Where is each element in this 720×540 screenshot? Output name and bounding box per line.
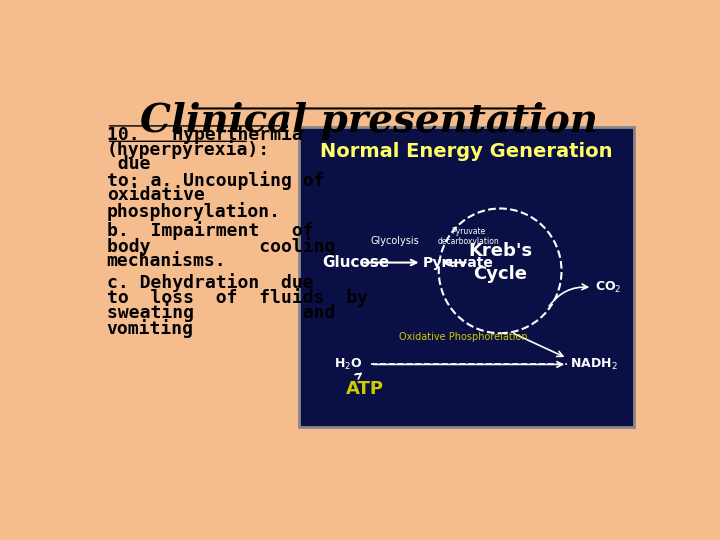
Text: Pyruvate
decarboxylation: Pyruvate decarboxylation: [438, 226, 499, 246]
Text: phosphorylation.: phosphorylation.: [107, 201, 281, 220]
Text: NADH$_2$: NADH$_2$: [570, 357, 618, 372]
Text: (hyperpyrexia):: (hyperpyrexia):: [107, 140, 270, 159]
Text: to: a. Uncoupling of: to: a. Uncoupling of: [107, 171, 324, 190]
Text: mechanisms.: mechanisms.: [107, 252, 226, 270]
Text: CO$_2$: CO$_2$: [595, 280, 621, 295]
Text: 10.   Hyperthermia: 10. Hyperthermia: [107, 125, 302, 144]
Text: ATP: ATP: [346, 380, 384, 398]
Text: Kreb's
Cycle: Kreb's Cycle: [468, 242, 532, 282]
Text: Clinical presentation: Clinical presentation: [140, 102, 598, 140]
Text: vomiting: vomiting: [107, 319, 194, 338]
Text: b.  Impairment   of: b. Impairment of: [107, 221, 313, 240]
Text: Normal Energy Generation: Normal Energy Generation: [320, 141, 613, 161]
Text: sweating          and: sweating and: [107, 303, 335, 322]
Text: Pyruvate: Pyruvate: [423, 255, 494, 269]
Text: H$_2$O: H$_2$O: [334, 357, 363, 372]
Text: Oxidative Phosphorelation: Oxidative Phosphorelation: [399, 332, 528, 342]
Text: oxidative: oxidative: [107, 186, 204, 204]
Text: c. Dehydration  due: c. Dehydration due: [107, 273, 313, 292]
Text: body          cooling: body cooling: [107, 237, 335, 255]
Text: to  loss  of  fluids  by: to loss of fluids by: [107, 288, 368, 307]
Text: due: due: [107, 156, 150, 173]
FancyBboxPatch shape: [300, 127, 634, 427]
Text: Glucose: Glucose: [323, 255, 390, 270]
Text: Glycolysis: Glycolysis: [370, 236, 419, 246]
